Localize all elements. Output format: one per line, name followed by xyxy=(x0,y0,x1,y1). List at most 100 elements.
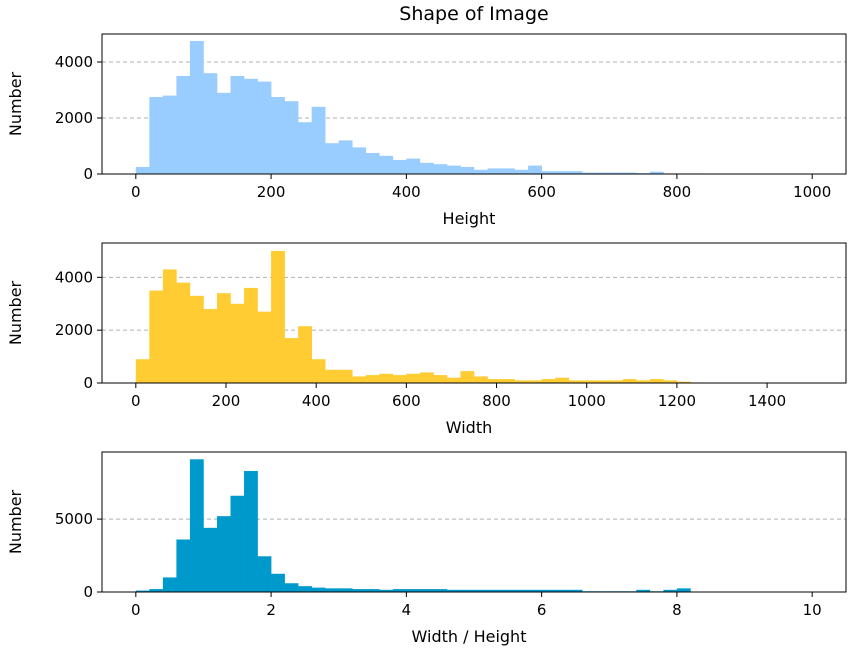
histogram-bar xyxy=(406,589,421,592)
histogram-bar xyxy=(446,165,461,174)
histogram-bar xyxy=(460,589,475,592)
histogram-bar xyxy=(460,371,475,383)
x-tick-label: 600 xyxy=(392,392,421,410)
histogram-bar xyxy=(568,171,583,174)
y-tick-label: 2000 xyxy=(55,321,93,339)
histogram-bar xyxy=(474,376,488,383)
histogram-bar xyxy=(365,375,380,383)
x-tick-label: 0 xyxy=(131,601,141,619)
histogram-bar xyxy=(176,282,191,383)
histogram-bar xyxy=(528,589,542,592)
histogram-bar xyxy=(419,372,434,383)
histogram-bar xyxy=(162,95,177,174)
histogram-bar xyxy=(582,380,597,383)
histogram-bar xyxy=(501,589,515,592)
axes-frame xyxy=(101,242,847,384)
histogram-bar xyxy=(487,379,502,383)
histogram-bar xyxy=(230,495,245,592)
histogram-bar xyxy=(244,470,258,592)
histogram-bar xyxy=(338,369,353,383)
histogram-bar xyxy=(406,373,421,383)
y-tick-label: 5000 xyxy=(55,510,93,528)
y-axis-label: Number xyxy=(6,489,25,554)
histogram-bar xyxy=(135,590,150,592)
histogram-bar xyxy=(298,122,312,174)
histogram-bar xyxy=(149,290,164,383)
histogram-bar xyxy=(460,167,475,174)
histogram-bar xyxy=(216,293,231,383)
x-tick-label: 6 xyxy=(537,601,547,619)
histogram-bar xyxy=(244,78,258,174)
x-tick-label: 10 xyxy=(803,601,822,619)
y-tick-label: 0 xyxy=(83,165,93,183)
axes-frame xyxy=(101,33,847,175)
histogram-bar xyxy=(433,375,448,383)
histogram-bar xyxy=(501,168,515,174)
histogram-bar xyxy=(379,589,394,592)
histogram-bar xyxy=(514,380,529,383)
histogram-bar xyxy=(257,556,272,592)
histogram-bar xyxy=(487,589,502,592)
histogram-bar xyxy=(474,169,488,174)
histogram-bar xyxy=(365,153,380,174)
histogram-bar xyxy=(365,589,380,592)
x-tick-label: 1000 xyxy=(568,392,606,410)
x-tick-label: 1000 xyxy=(793,183,831,201)
histogram-panel-1: 0 200 400 600 800 1000 0 2000 4000 Height Number xyxy=(6,33,847,228)
histogram-bar xyxy=(487,168,502,174)
x-tick-label: 0 xyxy=(131,183,141,201)
histogram-bar xyxy=(149,97,164,174)
y-axis-label: Number xyxy=(6,71,25,136)
histogram-bar xyxy=(284,101,299,174)
histogram-bar xyxy=(244,287,258,383)
histogram-bar xyxy=(514,169,529,174)
histogram-bar xyxy=(663,380,678,383)
histogram-bar xyxy=(622,172,637,174)
histogram-bar xyxy=(203,73,218,174)
histogram-bar xyxy=(433,589,448,592)
histogram-bar xyxy=(541,589,556,592)
histogram-bar xyxy=(392,160,407,174)
histogram-bar xyxy=(311,106,326,174)
y-tick-label: 0 xyxy=(83,374,93,392)
histogram-bar xyxy=(352,376,367,383)
histogram-bar xyxy=(203,527,218,592)
histogram-panel-3: 0 2 4 6 8 10 0 5000 Width / Height Number xyxy=(6,451,847,646)
histogram-bar xyxy=(514,589,529,592)
histogram-bar xyxy=(595,172,610,174)
histogram-bar xyxy=(162,577,177,592)
histogram-bar xyxy=(271,573,285,592)
histogram-bar xyxy=(176,76,191,174)
histogram-bar xyxy=(325,588,340,592)
histogram-bar xyxy=(189,41,204,174)
histogram-panel-2: 0 200 400 600 800 1000 1200 1400 0 2000 4000 Width N… xyxy=(6,242,847,437)
histogram-bar xyxy=(203,309,218,383)
y-tick-label: 4000 xyxy=(55,53,93,71)
histogram-bar xyxy=(298,586,312,592)
histogram-bar xyxy=(189,295,204,383)
histogram-bar xyxy=(474,589,488,592)
histogram-bar xyxy=(325,369,340,383)
histogram-bar xyxy=(419,589,434,592)
histogram-bar xyxy=(555,589,569,592)
y-tick-label: 4000 xyxy=(55,268,93,286)
histogram-bar xyxy=(392,589,407,592)
histogram-bar xyxy=(676,588,691,592)
histogram-bar xyxy=(352,589,367,592)
histogram-bar xyxy=(135,167,150,174)
histogram-bar xyxy=(311,587,326,592)
histogram-bar xyxy=(636,380,651,383)
histogram-bar xyxy=(568,380,583,383)
histogram-bar xyxy=(352,147,367,174)
x-tick-label: 400 xyxy=(302,392,331,410)
histogram-bar xyxy=(189,459,204,592)
x-tick-label: 2 xyxy=(266,601,276,619)
histogram-bar xyxy=(230,76,245,174)
x-tick-label: 200 xyxy=(212,392,241,410)
histogram-bar xyxy=(676,381,691,383)
histogram-bar xyxy=(419,162,434,174)
histogram-bar xyxy=(663,589,678,592)
histogram-bar xyxy=(284,338,299,383)
